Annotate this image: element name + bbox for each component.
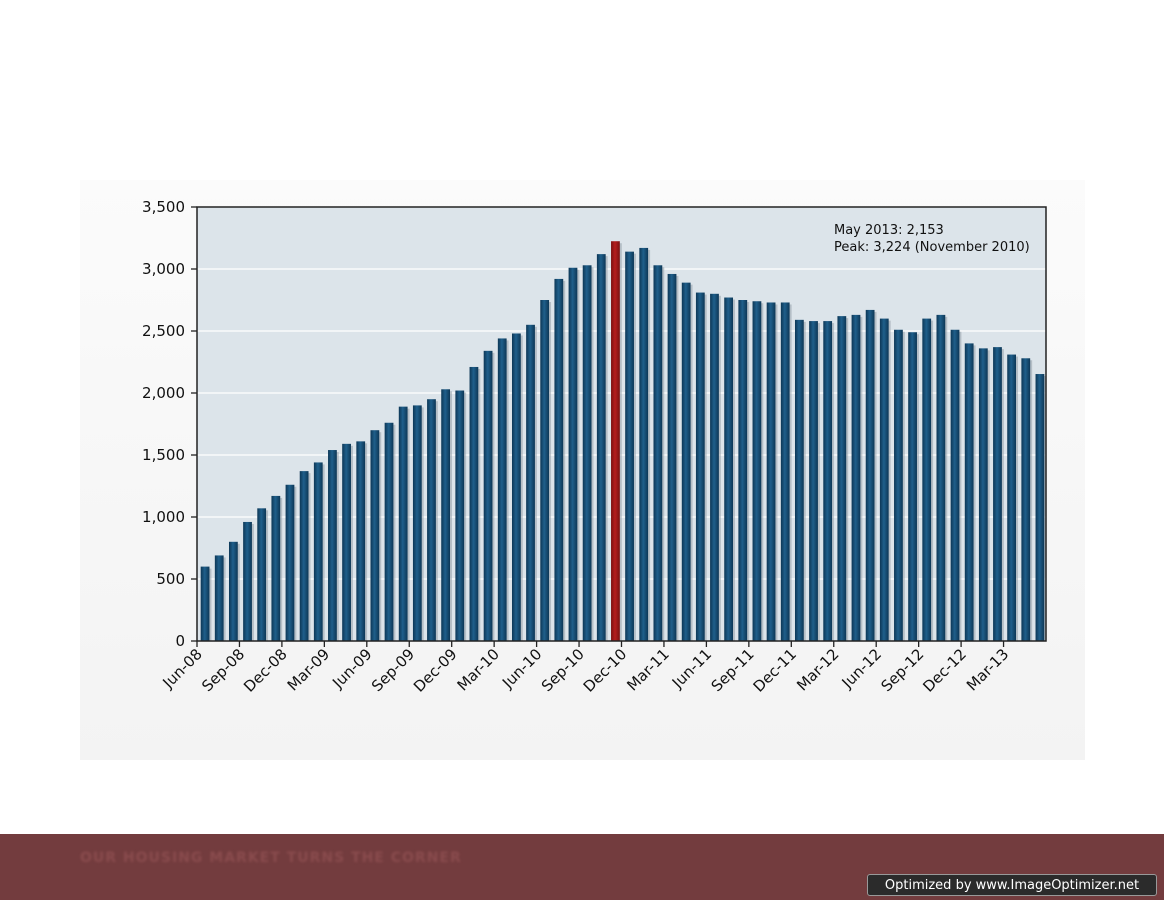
bar-31 <box>639 247 649 642</box>
watermark-badge: Optimized by www.ImageOptimizer.net <box>867 874 1157 896</box>
x-tick-label-4: Jun-09 <box>328 645 375 692</box>
bar-6 <box>285 484 295 641</box>
bar-59 <box>1035 374 1045 641</box>
x-tick-label-11: Mar-11 <box>623 645 672 694</box>
y-tick-label-5: 2,500 <box>142 322 185 340</box>
annotation-latest: May 2013: 2,153 <box>834 223 944 238</box>
bar-45 <box>837 316 847 641</box>
bar-55 <box>978 348 988 641</box>
bar-39 <box>752 301 762 641</box>
x-tick-label-2: Dec-08 <box>240 645 291 696</box>
bar-3 <box>243 521 252 641</box>
bar-27 <box>582 265 592 641</box>
footer-caption: OUR HOUSING MARKET TURNS THE CORNER <box>80 850 462 866</box>
annotation-box: May 2013: 2,153 Peak: 3,224 (November 20… <box>834 223 1030 255</box>
bar-58 <box>1021 358 1031 641</box>
x-tick-label-15: Mar-12 <box>793 645 842 694</box>
bar-10 <box>342 443 351 641</box>
x-tick-label-3: Mar-09 <box>284 645 333 694</box>
bar-8 <box>313 462 323 641</box>
bar-17 <box>441 389 451 641</box>
bar-37 <box>724 297 734 641</box>
bar-43 <box>809 321 818 641</box>
x-tick-label-19: Mar-13 <box>963 645 1012 694</box>
x-tick-label-13: Sep-11 <box>708 645 758 695</box>
x-tick-label-1: Sep-08 <box>198 645 248 695</box>
bar-41 <box>780 302 790 641</box>
bar-42 <box>794 319 804 641</box>
bar-22 <box>511 333 521 641</box>
bar-16 <box>427 399 436 641</box>
x-tick-label-0: Jun-08 <box>158 645 205 692</box>
monthly-bar-chart: 0 500 1,000 1,500 2,000 2,500 3,000 3,500 Jun-0… <box>142 198 1047 696</box>
bar-32 <box>653 265 663 641</box>
bar-7 <box>299 471 309 641</box>
bar-51 <box>922 318 932 641</box>
bar-25 <box>554 278 564 641</box>
bar-4 <box>257 508 267 641</box>
y-tick-label-3: 1,500 <box>142 446 185 464</box>
x-tick-label-18: Dec-12 <box>919 645 970 696</box>
bar-28 <box>596 254 606 641</box>
bar-20 <box>483 350 493 641</box>
bar-46 <box>851 314 861 641</box>
y-tick-label-7: 3,500 <box>142 198 185 216</box>
bar-47 <box>865 309 875 641</box>
bar-12 <box>370 430 380 641</box>
x-tick-label-6: Dec-09 <box>410 645 461 696</box>
x-axis-ticks: Jun-08Sep-08Dec-08Mar-09Jun-09Sep-09Dec-… <box>158 641 1012 696</box>
bar-19 <box>469 366 479 641</box>
bar-0 <box>200 566 210 641</box>
bar-13 <box>384 422 394 641</box>
bar-53 <box>950 329 960 641</box>
bar-1 <box>214 555 224 641</box>
bar-26 <box>568 267 578 641</box>
bar-36 <box>710 293 719 641</box>
y-tick-label-4: 2,000 <box>142 384 185 402</box>
bar-9 <box>328 450 337 641</box>
x-tick-label-9: Sep-10 <box>538 645 588 695</box>
bar-23 <box>526 324 535 641</box>
bar-35 <box>695 292 705 641</box>
bar-40 <box>766 302 776 641</box>
bar-38 <box>738 300 748 641</box>
bar-peak <box>611 241 620 641</box>
bar-24 <box>540 300 550 641</box>
x-tick-label-10: Dec-10 <box>580 645 631 696</box>
x-tick-label-8: Jun-10 <box>498 645 545 692</box>
bar-48 <box>879 318 889 641</box>
bar-54 <box>964 343 974 641</box>
chart-panel: 0 500 1,000 1,500 2,000 2,500 3,000 3,500 Jun-0… <box>80 180 1085 760</box>
x-tick-label-5: Sep-09 <box>368 645 418 695</box>
slide-background: 0 500 1,000 1,500 2,000 2,500 3,000 3,500 Jun-0… <box>80 180 1085 760</box>
bars <box>200 241 1047 642</box>
bar-21 <box>497 338 507 641</box>
bar-44 <box>823 321 833 641</box>
bar-5 <box>271 495 281 641</box>
y-tick-label-0: 0 <box>175 632 185 650</box>
bar-57 <box>1007 354 1017 641</box>
bar-52 <box>936 314 946 641</box>
bar-30 <box>625 251 634 641</box>
bar-14 <box>398 406 408 641</box>
y-tick-label-1: 500 <box>156 570 185 588</box>
annotation-peak: Peak: 3,224 (November 2010) <box>834 240 1030 255</box>
bar-33 <box>667 273 677 641</box>
x-tick-label-12: Jun-11 <box>668 645 715 692</box>
bar-34 <box>681 282 691 641</box>
bar-18 <box>455 390 465 641</box>
y-tick-label-2: 1,000 <box>142 508 185 526</box>
x-tick-label-7: Mar-10 <box>454 645 503 694</box>
bar-11 <box>356 441 366 641</box>
bar-2 <box>228 541 238 641</box>
x-tick-label-14: Dec-11 <box>750 645 801 696</box>
bar-56 <box>993 347 1002 641</box>
x-tick-label-16: Jun-12 <box>838 645 885 692</box>
y-axis-ticks: 0 500 1,000 1,500 2,000 2,500 3,000 3,500 <box>142 198 197 650</box>
bar-15 <box>412 405 422 641</box>
x-tick-label-17: Sep-12 <box>877 645 927 695</box>
bar-49 <box>894 329 903 641</box>
bar-50 <box>908 332 917 641</box>
y-tick-label-6: 3,000 <box>142 260 185 278</box>
